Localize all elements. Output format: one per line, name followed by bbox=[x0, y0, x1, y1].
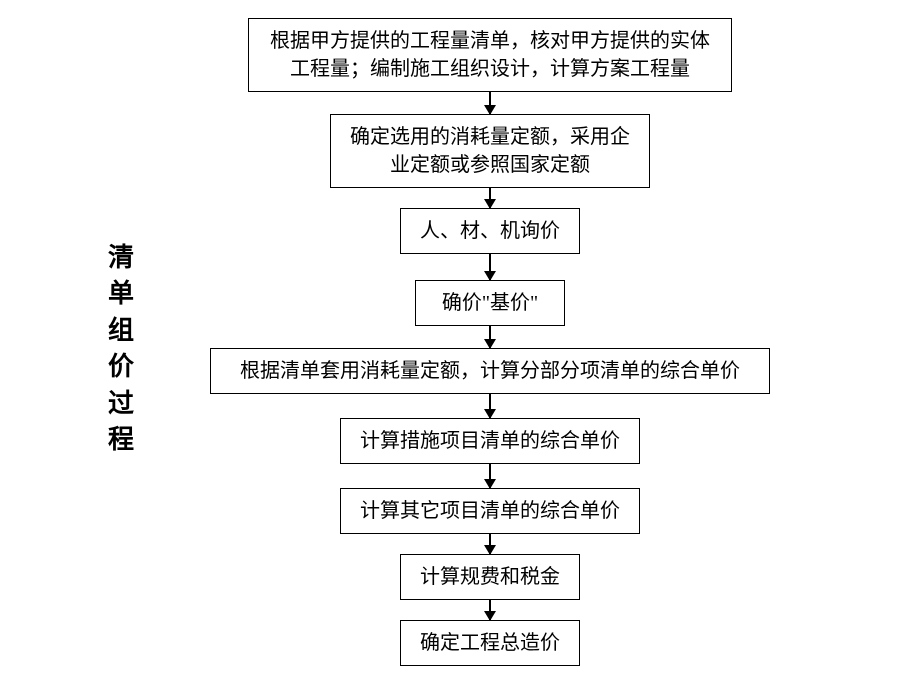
flow-node-n3: 人、材、机询价 bbox=[400, 208, 580, 254]
flow-node-n7: 计算其它项目清单的综合单价 bbox=[340, 488, 640, 534]
flow-node-n9: 确定工程总造价 bbox=[400, 620, 580, 666]
flow-node-n1: 根据甲方提供的工程量清单，核对甲方提供的实体工程量；编制施工组织设计，计算方案工… bbox=[248, 18, 732, 92]
flow-node-n8: 计算规费和税金 bbox=[400, 554, 580, 600]
arrow-icon bbox=[489, 534, 491, 554]
arrow-icon bbox=[489, 254, 491, 280]
arrow-icon bbox=[489, 394, 491, 418]
flow-node-n2: 确定选用的消耗量定额，采用企业定额或参照国家定额 bbox=[330, 114, 650, 188]
vertical-title: 清单组价过程 bbox=[108, 240, 134, 458]
flow-node-n6: 计算措施项目清单的综合单价 bbox=[340, 418, 640, 464]
arrow-icon bbox=[489, 464, 491, 488]
flow-node-n4: 确价"基价" bbox=[415, 280, 565, 326]
arrow-icon bbox=[489, 326, 491, 348]
arrow-icon bbox=[489, 188, 491, 208]
flow-node-n5: 根据清单套用消耗量定额，计算分部分项清单的综合单价 bbox=[210, 348, 770, 394]
arrow-icon bbox=[489, 92, 491, 114]
flowchart-container: 根据甲方提供的工程量清单，核对甲方提供的实体工程量；编制施工组织设计，计算方案工… bbox=[210, 18, 770, 666]
arrow-icon bbox=[489, 600, 491, 620]
